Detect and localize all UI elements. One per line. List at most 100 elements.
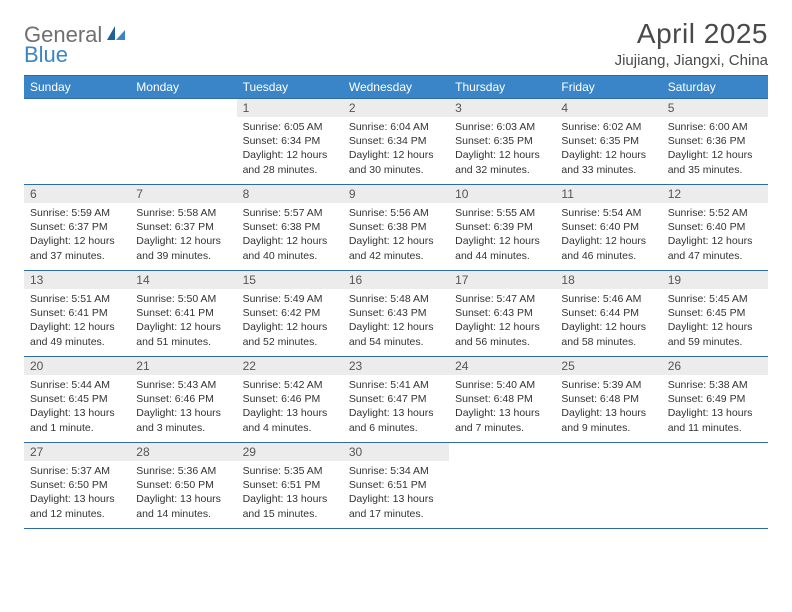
- calendar-cell: 11Sunrise: 5:54 AMSunset: 6:40 PMDayligh…: [555, 185, 661, 271]
- day-number: 18: [555, 271, 661, 289]
- daylight-text: Daylight: 12 hours and 28 minutes.: [243, 148, 337, 176]
- weekday-header: Wednesday: [343, 76, 449, 99]
- daylight-text: Daylight: 12 hours and 40 minutes.: [243, 234, 337, 262]
- sunrise-text: Sunrise: 5:38 AM: [668, 378, 762, 392]
- sunrise-text: Sunrise: 5:35 AM: [243, 464, 337, 478]
- calendar-cell: 22Sunrise: 5:42 AMSunset: 6:46 PMDayligh…: [237, 357, 343, 443]
- sunset-text: Sunset: 6:36 PM: [668, 134, 762, 148]
- daylight-text: Daylight: 13 hours and 4 minutes.: [243, 406, 337, 434]
- calendar-row: 1Sunrise: 6:05 AMSunset: 6:34 PMDaylight…: [24, 99, 768, 185]
- day-data: Sunrise: 6:03 AMSunset: 6:35 PMDaylight:…: [449, 117, 555, 181]
- sunset-text: Sunset: 6:35 PM: [561, 134, 655, 148]
- sunset-text: Sunset: 6:45 PM: [668, 306, 762, 320]
- weekday-header: Thursday: [449, 76, 555, 99]
- day-number: 7: [130, 185, 236, 203]
- calendar-cell: [555, 443, 661, 529]
- daylight-text: Daylight: 12 hours and 32 minutes.: [455, 148, 549, 176]
- sunrise-text: Sunrise: 5:54 AM: [561, 206, 655, 220]
- sunrise-text: Sunrise: 5:43 AM: [136, 378, 230, 392]
- day-number: 26: [662, 357, 768, 375]
- sunset-text: Sunset: 6:51 PM: [349, 478, 443, 492]
- sunset-text: Sunset: 6:45 PM: [30, 392, 124, 406]
- sunrise-text: Sunrise: 5:39 AM: [561, 378, 655, 392]
- sunrise-text: Sunrise: 5:59 AM: [30, 206, 124, 220]
- day-number: 2: [343, 99, 449, 117]
- page-container: General April 2025 Jiujiang, Jiangxi, Ch…: [0, 0, 792, 529]
- day-data: Sunrise: 5:54 AMSunset: 6:40 PMDaylight:…: [555, 203, 661, 267]
- day-data: Sunrise: 5:57 AMSunset: 6:38 PMDaylight:…: [237, 203, 343, 267]
- calendar-cell: [24, 99, 130, 185]
- sunrise-text: Sunrise: 6:05 AM: [243, 120, 337, 134]
- sunrise-text: Sunrise: 5:57 AM: [243, 206, 337, 220]
- calendar-cell: 15Sunrise: 5:49 AMSunset: 6:42 PMDayligh…: [237, 271, 343, 357]
- day-data: Sunrise: 5:43 AMSunset: 6:46 PMDaylight:…: [130, 375, 236, 439]
- day-number: 20: [24, 357, 130, 375]
- daylight-text: Daylight: 12 hours and 52 minutes.: [243, 320, 337, 348]
- day-data: Sunrise: 5:48 AMSunset: 6:43 PMDaylight:…: [343, 289, 449, 353]
- calendar-cell: 27Sunrise: 5:37 AMSunset: 6:50 PMDayligh…: [24, 443, 130, 529]
- day-data: Sunrise: 5:56 AMSunset: 6:38 PMDaylight:…: [343, 203, 449, 267]
- sunrise-text: Sunrise: 5:44 AM: [30, 378, 124, 392]
- day-number: 11: [555, 185, 661, 203]
- day-data: Sunrise: 5:34 AMSunset: 6:51 PMDaylight:…: [343, 461, 449, 525]
- weekday-header: Saturday: [662, 76, 768, 99]
- daylight-text: Daylight: 13 hours and 3 minutes.: [136, 406, 230, 434]
- sunrise-text: Sunrise: 5:34 AM: [349, 464, 443, 478]
- sunrise-text: Sunrise: 5:41 AM: [349, 378, 443, 392]
- sunset-text: Sunset: 6:40 PM: [561, 220, 655, 234]
- daylight-text: Daylight: 12 hours and 42 minutes.: [349, 234, 443, 262]
- calendar-cell: 2Sunrise: 6:04 AMSunset: 6:34 PMDaylight…: [343, 99, 449, 185]
- sunset-text: Sunset: 6:46 PM: [243, 392, 337, 406]
- day-data: Sunrise: 6:04 AMSunset: 6:34 PMDaylight:…: [343, 117, 449, 181]
- day-data: Sunrise: 5:46 AMSunset: 6:44 PMDaylight:…: [555, 289, 661, 353]
- day-data: Sunrise: 5:58 AMSunset: 6:37 PMDaylight:…: [130, 203, 236, 267]
- calendar-cell: 10Sunrise: 5:55 AMSunset: 6:39 PMDayligh…: [449, 185, 555, 271]
- calendar-row: 6Sunrise: 5:59 AMSunset: 6:37 PMDaylight…: [24, 185, 768, 271]
- day-data: Sunrise: 5:59 AMSunset: 6:37 PMDaylight:…: [24, 203, 130, 267]
- day-number: 8: [237, 185, 343, 203]
- day-number: 23: [343, 357, 449, 375]
- sunset-text: Sunset: 6:40 PM: [668, 220, 762, 234]
- weekday-header: Friday: [555, 76, 661, 99]
- calendar-cell: 29Sunrise: 5:35 AMSunset: 6:51 PMDayligh…: [237, 443, 343, 529]
- sunset-text: Sunset: 6:37 PM: [136, 220, 230, 234]
- day-data: Sunrise: 6:00 AMSunset: 6:36 PMDaylight:…: [662, 117, 768, 181]
- calendar-header: Sunday Monday Tuesday Wednesday Thursday…: [24, 76, 768, 99]
- calendar-row: 13Sunrise: 5:51 AMSunset: 6:41 PMDayligh…: [24, 271, 768, 357]
- calendar-cell: 16Sunrise: 5:48 AMSunset: 6:43 PMDayligh…: [343, 271, 449, 357]
- calendar-cell: 12Sunrise: 5:52 AMSunset: 6:40 PMDayligh…: [662, 185, 768, 271]
- calendar-cell: 4Sunrise: 6:02 AMSunset: 6:35 PMDaylight…: [555, 99, 661, 185]
- day-data: Sunrise: 5:45 AMSunset: 6:45 PMDaylight:…: [662, 289, 768, 353]
- calendar-cell: 21Sunrise: 5:43 AMSunset: 6:46 PMDayligh…: [130, 357, 236, 443]
- sunrise-text: Sunrise: 5:40 AM: [455, 378, 549, 392]
- daylight-text: Daylight: 12 hours and 49 minutes.: [30, 320, 124, 348]
- day-data: Sunrise: 5:50 AMSunset: 6:41 PMDaylight:…: [130, 289, 236, 353]
- sunrise-text: Sunrise: 5:52 AM: [668, 206, 762, 220]
- sunset-text: Sunset: 6:38 PM: [243, 220, 337, 234]
- calendar-cell: 25Sunrise: 5:39 AMSunset: 6:48 PMDayligh…: [555, 357, 661, 443]
- sunset-text: Sunset: 6:43 PM: [455, 306, 549, 320]
- daylight-text: Daylight: 12 hours and 47 minutes.: [668, 234, 762, 262]
- calendar-body: 1Sunrise: 6:05 AMSunset: 6:34 PMDaylight…: [24, 99, 768, 529]
- daylight-text: Daylight: 12 hours and 30 minutes.: [349, 148, 443, 176]
- calendar-cell: 17Sunrise: 5:47 AMSunset: 6:43 PMDayligh…: [449, 271, 555, 357]
- sunrise-text: Sunrise: 5:42 AM: [243, 378, 337, 392]
- sunset-text: Sunset: 6:43 PM: [349, 306, 443, 320]
- day-data: Sunrise: 5:38 AMSunset: 6:49 PMDaylight:…: [662, 375, 768, 439]
- calendar-cell: 5Sunrise: 6:00 AMSunset: 6:36 PMDaylight…: [662, 99, 768, 185]
- day-data: Sunrise: 5:41 AMSunset: 6:47 PMDaylight:…: [343, 375, 449, 439]
- day-number: 1: [237, 99, 343, 117]
- day-data: Sunrise: 5:37 AMSunset: 6:50 PMDaylight:…: [24, 461, 130, 525]
- day-number: 30: [343, 443, 449, 461]
- sunset-text: Sunset: 6:37 PM: [30, 220, 124, 234]
- day-number: 9: [343, 185, 449, 203]
- day-number: 15: [237, 271, 343, 289]
- logo-sail-icon: [105, 24, 127, 47]
- calendar-cell: [449, 443, 555, 529]
- sunrise-text: Sunrise: 5:50 AM: [136, 292, 230, 306]
- day-number: 24: [449, 357, 555, 375]
- day-data: Sunrise: 6:02 AMSunset: 6:35 PMDaylight:…: [555, 117, 661, 181]
- sunset-text: Sunset: 6:41 PM: [136, 306, 230, 320]
- day-number: 29: [237, 443, 343, 461]
- sunrise-text: Sunrise: 5:51 AM: [30, 292, 124, 306]
